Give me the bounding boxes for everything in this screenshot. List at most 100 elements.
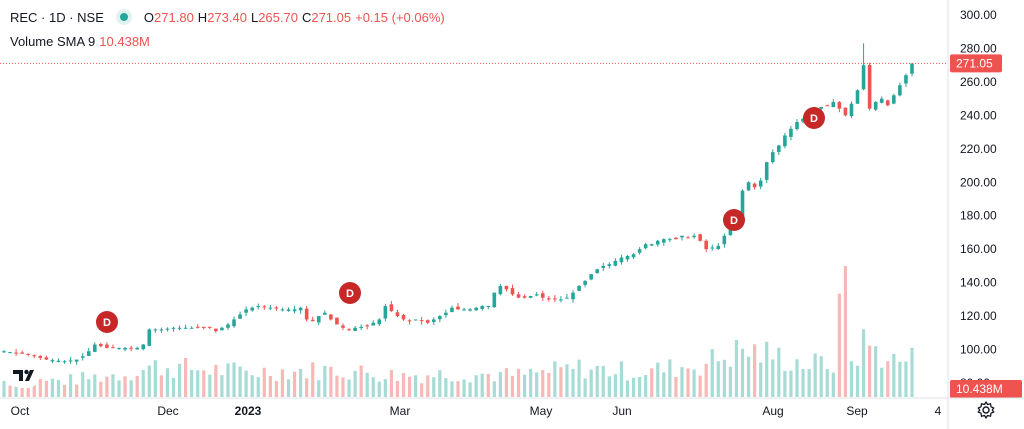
candle: [292, 305, 297, 314]
close-label: C: [301, 9, 312, 25]
volume-bar: [335, 375, 339, 397]
volume-bar: [837, 293, 841, 397]
candle: [323, 310, 327, 315]
candle: [68, 356, 73, 364]
candle: [637, 247, 642, 255]
x-tick-label: 2023: [235, 404, 262, 418]
candle: [93, 342, 97, 353]
volume-bar: [777, 347, 781, 397]
volume-bar: [292, 371, 297, 397]
candle: [486, 305, 491, 310]
candle: [510, 284, 515, 296]
low-value: 265.70: [258, 9, 298, 25]
volume-bar: [395, 381, 400, 397]
candle: [704, 239, 708, 253]
candle: [44, 355, 49, 360]
candle: [879, 96, 884, 104]
volume-bar: [214, 364, 218, 397]
candle: [468, 308, 472, 312]
symbol-label[interactable]: REC · 1D · NSE: [10, 9, 104, 25]
high-value: 273.40: [207, 9, 247, 25]
y-tick-label: 260.00: [960, 75, 997, 89]
gear-icon[interactable]: [976, 400, 996, 420]
volume-bar: [262, 367, 266, 397]
volume-bar: [704, 363, 708, 397]
volume-bar: [583, 378, 587, 397]
candle: [885, 99, 890, 107]
candle: [159, 327, 164, 333]
volume-bar: [280, 369, 285, 397]
volume-bar: [529, 368, 533, 397]
close-value: 271.05: [311, 9, 352, 25]
candle: [595, 268, 600, 274]
volume-bar: [595, 365, 599, 397]
volume-bar: [329, 366, 333, 397]
candle: [837, 101, 842, 113]
candle: [674, 236, 678, 240]
volume-bar: [432, 377, 436, 397]
candle: [32, 354, 37, 359]
candle: [395, 309, 400, 318]
candle: [135, 346, 139, 350]
candle: [456, 303, 460, 310]
svg-text:D: D: [346, 288, 354, 300]
volume-bar: [129, 380, 133, 397]
candle: [904, 73, 908, 88]
volume-bar: [656, 362, 660, 397]
volume-bar: [341, 377, 345, 397]
volume-bar: [734, 340, 739, 397]
x-tick-label: 4: [935, 404, 942, 418]
y-tick-label: 220.00: [960, 142, 997, 156]
candle: [117, 347, 121, 351]
volume-bar: [238, 366, 242, 397]
volume-bar: [62, 384, 67, 397]
volume-bar: [123, 376, 127, 397]
volume-bar: [892, 353, 896, 397]
candle: [262, 304, 267, 310]
dividend-marker: D: [803, 107, 825, 129]
candle: [141, 343, 146, 351]
candle: [353, 325, 357, 332]
volume-bar: [849, 361, 854, 397]
volume-bar: [613, 374, 617, 397]
y-tick-label: 300.00: [960, 8, 997, 22]
candle: [662, 238, 666, 247]
volume-bar: [208, 374, 212, 397]
open-label: O: [143, 9, 155, 25]
candle: [298, 306, 303, 314]
market-status-icon: [115, 9, 132, 25]
volume-bar: [825, 369, 829, 397]
candle: [698, 233, 702, 242]
candle: [153, 328, 158, 333]
y-tick-label: 240.00: [960, 108, 997, 122]
candle: [680, 235, 684, 241]
svg-text:D: D: [810, 113, 818, 125]
volume-bar: [759, 362, 763, 397]
y-tick-label: 180.00: [960, 209, 997, 223]
candle: [589, 273, 593, 281]
volume-legend[interactable]: Volume SMA 9 10.438M: [10, 34, 150, 49]
volume-bar: [407, 376, 412, 397]
tradingview-logo-icon[interactable]: [8, 362, 40, 388]
candle: [831, 99, 836, 108]
candle: [431, 317, 436, 326]
svg-text:271.05: 271.05: [956, 56, 993, 70]
volume-bar: [244, 370, 248, 397]
candle: [777, 144, 781, 156]
candle: [758, 177, 763, 190]
candle: [444, 309, 448, 318]
volume-bar: [486, 374, 490, 397]
candle: [522, 294, 527, 299]
volume-bar: [831, 372, 835, 397]
volume-bar: [571, 368, 575, 397]
candle: [208, 326, 212, 330]
candle: [26, 353, 31, 357]
volume-bar: [165, 368, 170, 397]
volume-bar: [710, 349, 714, 397]
candle: [540, 290, 545, 301]
volume-bar: [728, 366, 732, 397]
candle: [316, 316, 321, 326]
candle: [692, 233, 696, 239]
candle: [383, 303, 388, 322]
